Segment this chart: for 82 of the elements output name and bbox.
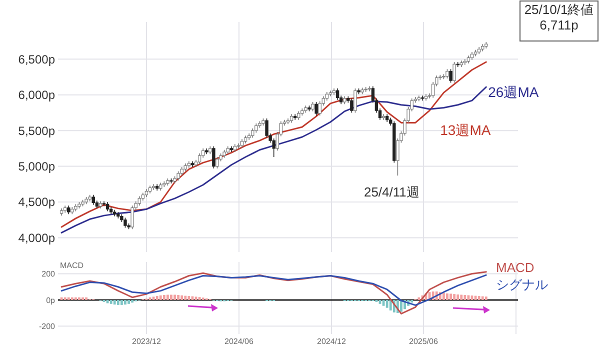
candlestick — [216, 156, 219, 169]
y-tick-label: 200 — [42, 270, 56, 279]
candlestick — [446, 68, 449, 79]
candlestick — [106, 202, 110, 212]
bar — [124, 300, 126, 305]
bar — [159, 295, 162, 300]
candlestick — [350, 98, 354, 114]
bar — [110, 300, 112, 304]
bar — [166, 294, 169, 300]
y-tick-label: 6,500p — [18, 52, 56, 66]
candlestick — [318, 100, 322, 116]
candlestick — [314, 102, 318, 116]
candlestick — [212, 146, 216, 169]
bar — [478, 296, 480, 300]
bar — [184, 296, 187, 300]
bar — [64, 297, 66, 300]
candlestick — [130, 205, 134, 230]
bar — [131, 300, 134, 303]
x-tick-label: 2023/12 — [132, 337, 162, 346]
annotation: 25/4/11週 — [364, 184, 420, 200]
candlestick — [254, 123, 258, 134]
candlestick — [124, 217, 127, 228]
bar — [82, 297, 84, 300]
bar — [120, 300, 123, 305]
series-label: シグナル — [496, 277, 548, 292]
bar — [188, 296, 190, 300]
bar — [194, 296, 198, 300]
candlestick — [92, 194, 95, 206]
y-tick-label: 4,000p — [18, 230, 56, 245]
x-tick-label: 2025/06 — [409, 337, 438, 346]
bar — [67, 297, 70, 300]
bar — [78, 297, 80, 300]
candlestick — [336, 88, 340, 100]
y-tick-label: 4,500p — [18, 195, 56, 210]
candlestick — [452, 62, 456, 84]
candlestick — [176, 170, 180, 181]
bar — [177, 294, 180, 300]
bar — [442, 292, 445, 300]
bar — [389, 300, 392, 310]
candlestick — [251, 128, 254, 138]
bar — [484, 296, 488, 300]
y-tick-label: 5,500p — [18, 124, 56, 138]
y-tick-label: 6,000p — [18, 88, 56, 102]
bar — [453, 294, 456, 300]
x-tick-label: 2024/06 — [224, 337, 254, 346]
bar — [174, 294, 176, 300]
bar — [450, 294, 452, 300]
series-label: 13週MA — [440, 122, 492, 138]
candlestick — [265, 118, 268, 138]
candlestick — [311, 102, 314, 112]
bar — [180, 295, 184, 300]
candlestick — [449, 68, 452, 84]
bar — [460, 294, 463, 300]
text: 25/10/1終値 6,711p — [524, 2, 594, 33]
candlestick — [354, 88, 357, 114]
series-label: MACD — [496, 260, 534, 275]
bar — [464, 294, 466, 300]
bar — [152, 296, 155, 300]
bar — [70, 297, 74, 300]
series-label: 26週MA — [488, 84, 540, 100]
bar — [116, 300, 120, 305]
bar — [170, 294, 172, 300]
bar — [481, 296, 484, 300]
bar — [85, 297, 88, 300]
bar — [386, 300, 388, 308]
chart-title: MACD — [60, 261, 84, 270]
candlestick — [138, 196, 141, 206]
y-tick-label: 0p — [46, 296, 56, 305]
x-tick-label: 2024/12 — [317, 337, 346, 346]
bar — [410, 300, 414, 303]
bar — [74, 297, 77, 300]
line-series — [60, 271, 487, 314]
y-tick-label: 5,000p — [18, 159, 56, 174]
bar — [113, 300, 116, 305]
bar — [128, 300, 130, 304]
line-series — [60, 274, 487, 306]
bar — [418, 297, 420, 300]
bar — [446, 293, 448, 300]
bar — [162, 294, 166, 300]
y-tick-label: -200 — [38, 322, 56, 331]
bar — [456, 294, 460, 300]
bar — [156, 296, 158, 300]
